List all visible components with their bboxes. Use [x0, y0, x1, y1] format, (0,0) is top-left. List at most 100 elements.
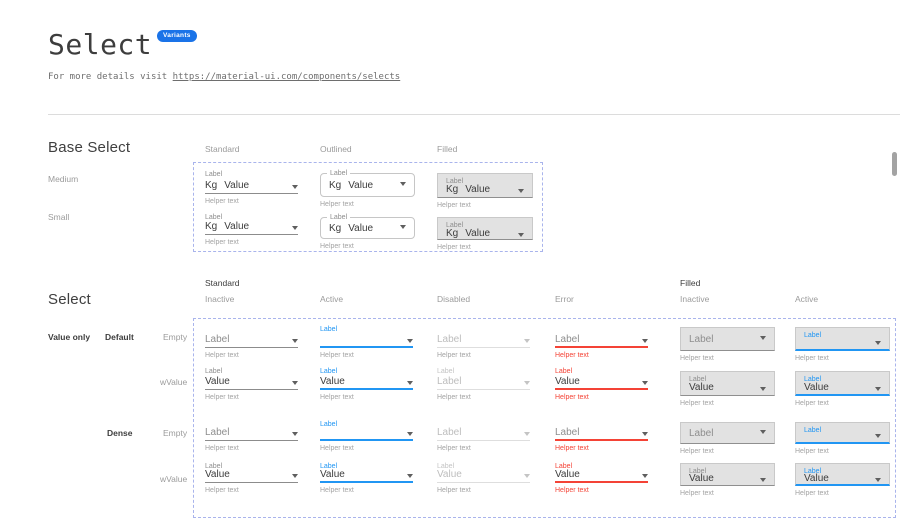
select-dense-filled-active-wvalue[interactable]: Label Value Helper text — [795, 463, 890, 498]
select-dense-standard-inactive-wvalue[interactable]: Label Value Helper text — [205, 462, 298, 495]
helper-text: Helper text — [205, 198, 239, 205]
dropdown-arrow-icon — [518, 189, 524, 193]
select-dense-filled-inactive-wvalue[interactable]: Label Value Helper text — [680, 463, 775, 498]
select-value: Label — [555, 427, 580, 438]
select-label: Label — [555, 463, 573, 470]
state-header-inactive: Inactive — [205, 294, 235, 304]
select-filled-inactive-wvalue[interactable]: Label Value Helper text — [680, 371, 775, 408]
helper-text: Helper text — [437, 202, 471, 209]
helper-text: Helper text — [320, 201, 354, 208]
helper-text: Helper text — [320, 352, 354, 359]
helper-text: Helper text — [795, 490, 829, 497]
state-header-disabled: Disabled — [437, 294, 471, 304]
helper-text: Helper text — [437, 394, 471, 401]
dropdown-arrow-icon — [524, 339, 530, 343]
select-standard-inactive-empty[interactable]: Label Helper text — [205, 325, 298, 360]
dropdown-arrow-icon — [760, 430, 766, 434]
dropdown-arrow-icon — [524, 432, 530, 436]
helper-text: Helper text — [320, 394, 354, 401]
select-label: Label — [437, 463, 455, 470]
select-value: Label — [555, 334, 580, 345]
dropdown-arrow-icon — [292, 474, 298, 478]
select-value: Value — [804, 473, 829, 484]
group-header-standard: Standard — [205, 278, 240, 288]
select-dense-standard-error-wvalue[interactable]: Label Value Helper text — [555, 462, 648, 495]
page-title: Select — [48, 28, 153, 61]
select-value: Value — [320, 469, 345, 480]
select-label: Label — [327, 213, 351, 222]
column-header-standard: Standard — [205, 144, 240, 154]
dropdown-arrow-icon — [407, 381, 413, 385]
select-standard-inactive-wvalue[interactable]: Label Value Helper text — [205, 367, 298, 402]
material-ui-link[interactable]: https://material-ui.com/components/selec… — [172, 72, 401, 82]
select-dense-standard-inactive-empty[interactable]: Label Helper text — [205, 420, 298, 453]
select-value: Label — [205, 427, 230, 438]
select-label: Label — [446, 178, 464, 185]
dropdown-arrow-icon — [642, 339, 648, 343]
select-value: Label — [205, 334, 230, 345]
select-label: Label — [437, 368, 455, 375]
select-value: Value — [555, 376, 580, 387]
row-header-medium: Medium — [48, 174, 79, 184]
header-divider — [48, 114, 900, 115]
select-dense-filled-inactive-empty[interactable]: Label Helper text — [680, 422, 775, 456]
dropdown-arrow-icon — [407, 432, 413, 436]
select-filled-inactive-empty[interactable]: Label Helper text — [680, 327, 775, 363]
select-label: Label — [446, 222, 464, 229]
select-dense-filled-active-empty[interactable]: Label Helper text — [795, 422, 890, 456]
helper-text: Helper text — [205, 445, 239, 452]
select-label: Label — [804, 332, 822, 339]
select-standard-disabled-wvalue: Label Label Helper text — [437, 367, 530, 402]
helper-text: Helper text — [680, 448, 714, 455]
helper-text: Helper text — [320, 243, 354, 250]
select-dense-standard-error-empty[interactable]: Label Helper text — [555, 420, 648, 453]
base-select-filled-small[interactable]: Label Kg Value Helper text — [437, 214, 533, 252]
row-header-small: Small — [48, 212, 70, 222]
base-select-outlined-medium[interactable]: Label Kg Value Helper text — [320, 169, 415, 209]
select-label: Label — [689, 376, 707, 383]
base-select-section-title: Base Select — [48, 139, 131, 156]
helper-text: Helper text — [437, 487, 471, 494]
select-filled-active-empty[interactable]: Label Helper text — [795, 327, 890, 363]
dropdown-arrow-icon — [292, 432, 298, 436]
helper-text: Helper text — [680, 400, 714, 407]
base-select-outlined-small[interactable]: Label Kg Value Helper text — [320, 213, 415, 251]
select-standard-error-empty[interactable]: Label Helper text — [555, 325, 648, 360]
dropdown-arrow-icon — [875, 434, 881, 438]
select-label: Label — [205, 171, 223, 178]
dropdown-arrow-icon — [760, 478, 766, 482]
dropdown-arrow-icon — [642, 432, 648, 436]
variants-badge: Variants — [157, 30, 197, 42]
select-value: Kg Value — [329, 179, 374, 191]
helper-text: Helper text — [795, 355, 829, 362]
select-label: Label — [555, 368, 573, 375]
row-state-wvalue-default: wValue — [160, 377, 188, 387]
select-value: Label — [689, 427, 714, 439]
scrollbar-thumb[interactable] — [892, 152, 897, 176]
select-label: Label — [327, 169, 351, 178]
state-header-filled-inactive: Inactive — [680, 294, 710, 304]
base-select-standard-small[interactable]: Label Kg Value Helper text — [205, 213, 298, 247]
page-subtitle: For more details visit https://material-… — [48, 72, 400, 82]
helper-text: Helper text — [680, 490, 714, 497]
select-filled-active-wvalue[interactable]: Label Value Helper text — [795, 371, 890, 408]
select-label: Label — [320, 368, 338, 375]
base-select-standard-medium[interactable]: Label Kg Value Helper text — [205, 170, 298, 206]
row-state-empty-default: Empty — [163, 332, 188, 342]
select-standard-active-wvalue[interactable]: Label Value Helper text — [320, 367, 413, 402]
helper-text: Helper text — [555, 394, 589, 401]
select-standard-error-wvalue[interactable]: Label Value Helper text — [555, 367, 648, 402]
row-state-empty-dense: Empty — [163, 428, 188, 438]
base-select-filled-medium[interactable]: Label Kg Value Helper text — [437, 170, 533, 210]
helper-text: Helper text — [437, 352, 471, 359]
select-dense-standard-active-empty[interactable]: Label Helper text — [320, 420, 413, 453]
helper-text: Helper text — [555, 352, 589, 359]
select-variants-frame — [193, 318, 896, 518]
select-dense-standard-active-wvalue[interactable]: Label Value Helper text — [320, 462, 413, 495]
row-group-value-only: Value only — [48, 332, 91, 342]
select-label: Label — [320, 463, 338, 470]
helper-text: Helper text — [437, 445, 471, 452]
select-standard-active-empty[interactable]: Label Helper text — [320, 325, 413, 360]
select-value: Value — [555, 469, 580, 480]
select-label: Label — [689, 468, 707, 475]
